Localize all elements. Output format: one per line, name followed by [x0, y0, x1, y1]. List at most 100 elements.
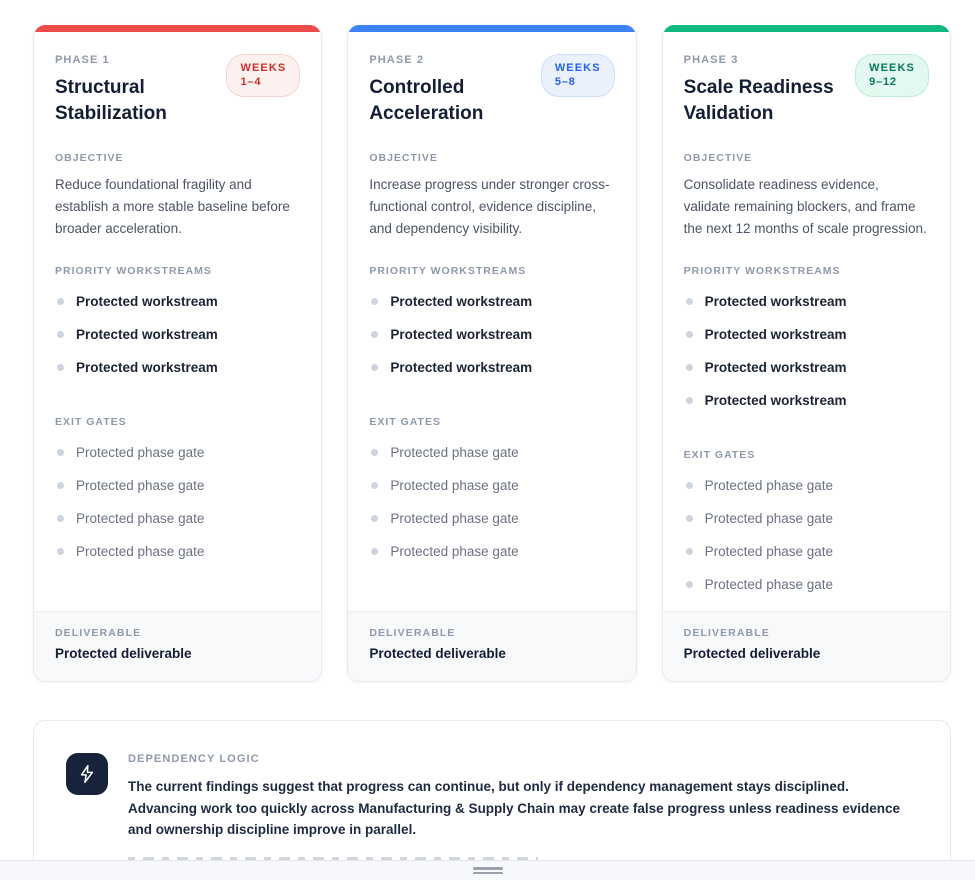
gate-label: Protected phase gate	[390, 478, 519, 493]
workstream-label: Protected workstream	[704, 360, 847, 375]
bullet-dot-icon	[57, 364, 64, 371]
gate-label: Protected phase gate	[76, 478, 205, 493]
phase-2-label: PHASE 2	[369, 54, 425, 66]
phase-3-workstreams-list: Protected workstream Protected workstrea…	[684, 292, 929, 424]
phase-card-3: PHASE 3 Scale Readiness Validation WEEKS…	[661, 25, 951, 682]
phase-2-gates-list: Protected phase gate Protected phase gat…	[369, 443, 614, 575]
weeks-badge-range: 1–4	[240, 76, 262, 88]
workstream-label: Protected workstream	[390, 360, 533, 375]
phase-3-objective-label: OBJECTIVE	[683, 152, 753, 164]
bullet-dot-icon	[685, 364, 693, 371]
gate-item: Protected phase gate	[369, 542, 614, 562]
phase-2-accent-bar	[348, 25, 636, 32]
phase-2-deliverable-footer: DELIVERABLE Protected deliverable	[348, 611, 636, 681]
phase-card-2: PHASE 2 Controlled Acceleration WEEKS 5–…	[347, 25, 637, 682]
bullet-dot-icon	[685, 548, 693, 555]
bullet-dot-icon	[685, 397, 693, 404]
deliverable-value: Protected deliverable	[369, 646, 506, 661]
workstream-item: Protected workstream	[369, 358, 614, 378]
phase-1-gates-label: EXIT GATES	[55, 416, 127, 428]
bullet-dot-icon	[685, 515, 693, 522]
weeks-badge-range: 9–12	[869, 76, 897, 88]
gate-item: Protected phase gate	[369, 443, 614, 463]
bullet-dot-icon	[57, 548, 64, 555]
workstream-item: Protected workstream	[369, 325, 614, 345]
weeks-badge-word: WEEKS	[554, 62, 601, 74]
gate-label: Protected phase gate	[76, 511, 205, 526]
gate-label: Protected phase gate	[390, 445, 519, 460]
bullet-dot-icon	[57, 515, 64, 522]
workstream-item: Protected workstream	[55, 325, 300, 345]
gate-item: Protected phase gate	[369, 509, 614, 529]
bullet-dot-icon	[57, 331, 64, 338]
bullet-dot-icon	[371, 548, 379, 555]
gate-item: Protected phase gate	[684, 542, 929, 562]
resize-drag-handle[interactable]	[472, 867, 503, 874]
bullet-dot-icon	[371, 449, 379, 456]
dependency-logic-card: DEPENDENCY LOGIC The current findings su…	[33, 720, 951, 880]
weeks-badge-word: WEEKS	[869, 62, 915, 74]
phase-2-objective-text: Increase progress under stronger cross-f…	[369, 177, 610, 236]
phase-cards-row: PHASE 1 Structural Stabilization WEEKS 1…	[33, 25, 951, 682]
bottom-resize-strip	[0, 860, 975, 880]
bullet-dot-icon	[57, 298, 64, 305]
phase-2-workstreams-list: Protected workstream Protected workstrea…	[369, 292, 614, 391]
workstream-label: Protected workstream	[704, 327, 847, 342]
weeks-badge-word: WEEKS	[240, 62, 287, 74]
bullet-dot-icon	[685, 331, 693, 338]
gate-label: Protected phase gate	[76, 544, 205, 559]
deliverable-label: DELIVERABLE	[369, 627, 456, 639]
bullet-dot-icon	[57, 449, 64, 456]
deliverable-label: DELIVERABLE	[683, 627, 770, 639]
workstream-item: Protected workstream	[55, 292, 300, 312]
clipped-text-sliver	[128, 856, 538, 862]
phase-1-accent-bar	[34, 25, 322, 32]
phase-1-objective-label: OBJECTIVE	[55, 152, 124, 164]
bullet-dot-icon	[371, 331, 379, 338]
phase-3-weeks-badge: WEEKS 9–12	[855, 54, 929, 97]
bullet-dot-icon	[685, 482, 693, 489]
gate-item: Protected phase gate	[55, 476, 300, 496]
phase-2-workstreams-label: PRIORITY WORKSTREAMS	[369, 265, 527, 277]
workstream-label: Protected workstream	[76, 327, 218, 342]
phase-1-gates-list: Protected phase gate Protected phase gat…	[55, 443, 300, 575]
phase-1-deliverable-footer: DELIVERABLE Protected deliverable	[34, 611, 322, 681]
gate-item: Protected phase gate	[684, 476, 929, 496]
workstream-label: Protected workstream	[390, 327, 533, 342]
gate-item: Protected phase gate	[684, 509, 929, 529]
dependency-logic-label: DEPENDENCY LOGIC	[128, 753, 260, 765]
phase-2-gates-label: EXIT GATES	[369, 416, 441, 428]
deliverable-value: Protected deliverable	[683, 646, 821, 661]
phase-3-gates-list: Protected phase gate Protected phase gat…	[684, 476, 929, 608]
gate-label: Protected phase gate	[704, 544, 833, 559]
phase-1-weeks-badge: WEEKS 1–4	[226, 54, 301, 97]
bullet-dot-icon	[371, 364, 379, 371]
deliverable-value: Protected deliverable	[55, 646, 192, 661]
workstream-item: Protected workstream	[684, 292, 929, 312]
phase-1-objective-text: Reduce foundational fragility and establ…	[55, 177, 290, 236]
phase-2-weeks-badge: WEEKS 5–8	[540, 54, 615, 97]
workstream-item: Protected workstream	[684, 391, 929, 411]
gate-item: Protected phase gate	[55, 542, 300, 562]
gate-label: Protected phase gate	[390, 511, 519, 526]
bullet-dot-icon	[371, 298, 379, 305]
deliverable-label: DELIVERABLE	[55, 627, 142, 639]
bullet-dot-icon	[371, 482, 379, 489]
phase-2-title: Controlled Acceleration	[369, 77, 484, 124]
workstream-label: Protected workstream	[704, 294, 847, 309]
gate-label: Protected phase gate	[76, 445, 205, 460]
bullet-dot-icon	[685, 581, 693, 588]
phase-3-label: PHASE 3	[683, 54, 739, 66]
bullet-dot-icon	[57, 482, 64, 489]
gate-item: Protected phase gate	[55, 509, 300, 529]
gate-item: Protected phase gate	[369, 476, 614, 496]
workstream-label: Protected workstream	[390, 294, 533, 309]
gate-item: Protected phase gate	[684, 575, 929, 595]
weeks-badge-range: 5–8	[554, 76, 576, 88]
phase-3-deliverable-footer: DELIVERABLE Protected deliverable	[662, 611, 950, 681]
workstream-item: Protected workstream	[684, 358, 929, 378]
workstream-label: Protected workstream	[704, 393, 847, 408]
gate-label: Protected phase gate	[704, 511, 833, 526]
phase-3-accent-bar	[662, 25, 950, 32]
gate-item: Protected phase gate	[55, 443, 300, 463]
